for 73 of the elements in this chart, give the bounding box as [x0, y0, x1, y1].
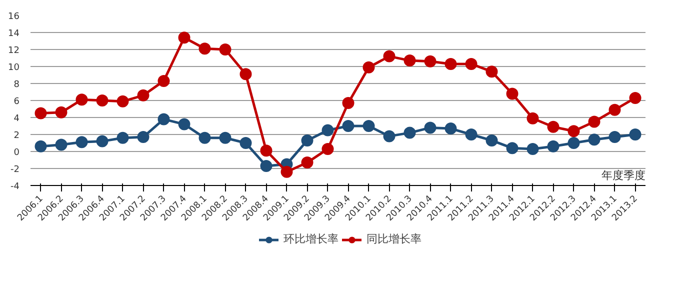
point [568, 137, 580, 149]
point [55, 106, 68, 118]
point [178, 118, 190, 130]
point [198, 42, 211, 55]
y-tick-label: 10 [8, 63, 20, 73]
point [219, 44, 232, 56]
point [424, 122, 436, 134]
point [219, 132, 232, 144]
y-tick-label: 12 [8, 46, 20, 56]
point [444, 122, 457, 135]
legend-label: 同比增长率 [366, 232, 422, 246]
point [608, 104, 621, 116]
y-tick-label: 14 [8, 29, 20, 39]
x-axis-title: 年度季度 [602, 168, 646, 182]
point [547, 120, 560, 133]
point [404, 54, 416, 67]
point [608, 131, 621, 144]
y-tick-label: -4 [10, 182, 20, 192]
point [158, 113, 170, 126]
point [342, 120, 354, 132]
point [444, 58, 457, 70]
point [568, 125, 580, 138]
point [526, 112, 539, 124]
point [322, 124, 334, 136]
point [486, 134, 498, 146]
point [404, 126, 416, 139]
point [116, 95, 129, 108]
point [547, 140, 560, 152]
point [588, 134, 600, 146]
y-tick-label: -2 [10, 165, 20, 175]
point [362, 120, 375, 132]
y-tick-label: 16 [8, 12, 20, 22]
point [34, 107, 47, 120]
point [465, 58, 478, 70]
point [34, 140, 47, 152]
point [137, 89, 150, 102]
point [383, 50, 396, 62]
y-tick-label: 0 [14, 148, 20, 158]
y-tick-label: 8 [14, 80, 20, 90]
point [301, 156, 314, 169]
point [178, 32, 190, 44]
point [96, 94, 108, 106]
point [55, 138, 68, 151]
y-tick-label: 6 [14, 97, 20, 107]
point [158, 74, 170, 87]
point [322, 142, 334, 155]
legend-label: 环比增长率 [284, 232, 338, 246]
point [76, 136, 88, 148]
point [629, 92, 642, 104]
point [96, 135, 108, 148]
point [260, 160, 272, 172]
point [280, 166, 293, 178]
point [198, 132, 211, 144]
point [240, 137, 252, 149]
point [506, 142, 518, 154]
point [362, 61, 375, 74]
point [486, 66, 498, 78]
point [137, 131, 150, 144]
y-tick-label: 4 [14, 114, 20, 124]
point [629, 128, 642, 140]
point [240, 68, 252, 80]
point [588, 116, 600, 128]
point [116, 132, 129, 144]
point [301, 134, 314, 146]
point [342, 97, 354, 110]
point [260, 144, 272, 157]
point [76, 94, 88, 106]
point [465, 128, 478, 140]
point [506, 88, 518, 100]
y-tick-label: 2 [14, 131, 20, 141]
point [383, 130, 396, 142]
point [526, 142, 539, 155]
point [424, 55, 436, 68]
